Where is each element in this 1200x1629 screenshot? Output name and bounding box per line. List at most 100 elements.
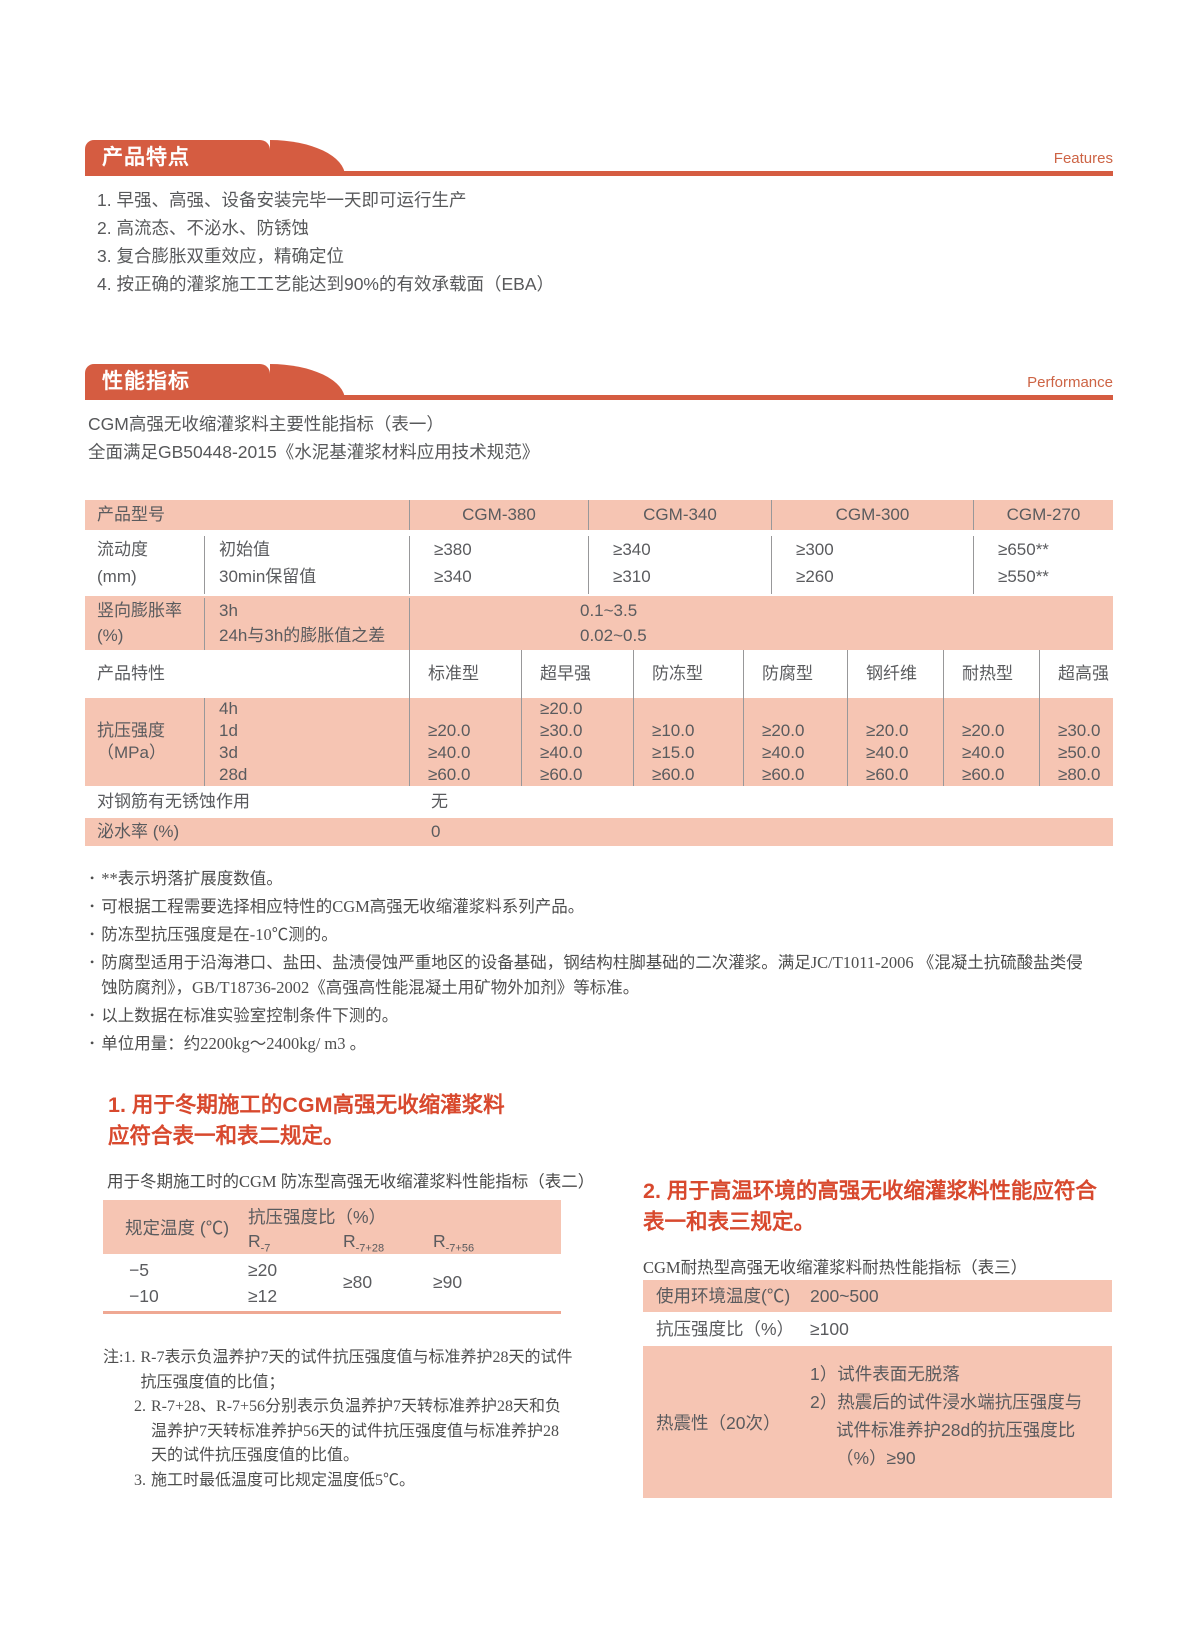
table1-strength-rows: 抗压强度 （MPa） 4h 1d 3d 28d ≥20.0 ≥40.0 ≥60.… xyxy=(85,698,1113,786)
table1-rust-row: 对钢筋有无锈蚀作用 无 xyxy=(85,788,1113,816)
feature-item: 2. 高流态、不泌水、防锈蚀 xyxy=(97,218,309,238)
winter-section-heading: 1. 用于冬期施工的CGM高强无收缩灌浆料 应符合表一和表二规定。 xyxy=(108,1090,578,1152)
strength-col-standard: ≥20.0 ≥40.0 ≥60.0 xyxy=(409,698,521,786)
strength-value: ≥40.0 xyxy=(428,743,471,762)
type-header: 超早强 xyxy=(521,650,633,698)
expansion-row-names: 3h 24h与3h的膨胀值之差 xyxy=(204,598,409,650)
hightemp-section-heading: 2. 用于高温环境的高强无收缩灌浆料性能应符合 表一和表三规定。 xyxy=(643,1176,1123,1238)
r-sub: -7 xyxy=(260,1242,271,1255)
table2-ratio-header: 抗压强度比（%） xyxy=(248,1207,387,1227)
expansion-label-text: 竖向膨胀率 xyxy=(97,601,182,620)
performance-banner-bar xyxy=(85,395,1113,400)
strength-value xyxy=(428,698,521,720)
performance-banner-tab: 性能指标 xyxy=(85,364,270,400)
fluidity-label: 流动度 (mm) xyxy=(85,536,204,594)
strength-value: ≥20.0 xyxy=(762,721,805,740)
fluidity-unit: (mm) xyxy=(97,567,137,586)
strength-age-names: 4h 1d 3d 28d xyxy=(204,698,409,786)
fluidity-values-cgm340: ≥340 ≥310 xyxy=(588,536,771,594)
table3-heat-specs: 使用环境温度(℃) 200~500 抗压强度比（%） ≥100 热震性（20次）… xyxy=(643,1280,1112,1498)
strength-value: ≥60.0 xyxy=(866,765,909,784)
strength-value: ≥60.0 xyxy=(962,765,1005,784)
table1-bleeding-row: 泌水率 (%) 0 xyxy=(85,818,1113,846)
bleeding-value: 0 xyxy=(431,822,441,841)
winter-heading-line2: 应符合表一和表二规定。 xyxy=(108,1124,345,1148)
table1-model-header: CGM-270 xyxy=(973,500,1113,530)
table2-temp-header: 规定温度 (℃) xyxy=(125,1217,230,1238)
expansion-row-name: 24h与3h的膨胀值之差 xyxy=(219,626,386,645)
strength-unit: （MPa） xyxy=(97,743,166,762)
features-banner-curve xyxy=(270,140,345,176)
table3-ratio-row: 抗压强度比（%） ≥100 xyxy=(643,1314,1112,1344)
feature-item: 4. 按正确的灌浆施工工艺能达到90%的有效承载面（EBA） xyxy=(97,274,554,294)
characteristics-label: 产品特性 xyxy=(97,664,165,683)
type-header: 超高强 xyxy=(1039,650,1113,698)
strength-value: ≥20.0 xyxy=(540,699,583,718)
strength-value: ≥40.0 xyxy=(866,743,909,762)
features-banner-tab: 产品特点 xyxy=(85,140,270,176)
expansion-value: 0.1~3.5 xyxy=(580,601,638,620)
table1-captions: CGM高强无收缩灌浆料主要性能指标（表一） 全面满足GB50448-2015《水… xyxy=(88,410,539,466)
temp-value: −5 xyxy=(129,1259,149,1280)
table3-temp-row: 使用环境温度(℃) 200~500 xyxy=(643,1280,1112,1312)
expansion-label: 竖向膨胀率 (%) xyxy=(85,598,204,650)
expansion-values: 0.1~3.5 0.02~0.5 xyxy=(409,598,1113,650)
strength-value: ≥60.0 xyxy=(540,765,583,784)
table1-header-label: 产品型号 xyxy=(97,505,165,524)
table3-caption: CGM耐热型高强无收缩灌浆料耐热性能指标（表三） xyxy=(643,1258,1028,1277)
strength-value: ≥60.0 xyxy=(428,765,471,784)
table2-header: 规定温度 (℃) 抗压强度比（%） R-7 R-7+28 R-7+56 xyxy=(103,1200,561,1255)
note-text: 可根据工程需要选择相应特性的CGM高强无收缩灌浆料系列产品。 xyxy=(101,897,585,916)
strength-value xyxy=(652,698,743,720)
expansion-value: 0.02~0.5 xyxy=(580,626,647,645)
table1-header-row: 产品型号 CGM-380 CGM-340 CGM-300 CGM-270 xyxy=(85,500,1113,530)
strength-value: ≥30.0 xyxy=(1058,721,1101,740)
strength-value: ≥15.0 xyxy=(652,743,695,762)
fluidity-values-cgm300: ≥300 ≥260 xyxy=(771,536,973,594)
strength-col-antifreeze: ≥10.0 ≥15.0 ≥60.0 xyxy=(633,698,743,786)
r-base: R xyxy=(433,1231,446,1251)
table1-caption-line2: 全面满足GB50448-2015《水泥基灌浆材料应用技术规范》 xyxy=(88,442,540,462)
r-sub: -7+28 xyxy=(355,1242,385,1255)
type-header: 防腐型 xyxy=(743,650,847,698)
bleeding-label: 泌水率 (%) xyxy=(97,822,180,841)
table2-note: 注:1. R-7表示负温养护7天的试件抗压强度值与标准养护28天的试件抗压强度值… xyxy=(103,1346,573,1395)
fluidity-row-names: 初始值 30min保留值 xyxy=(204,536,409,594)
fluidity-value: ≥340 xyxy=(613,540,651,559)
table2-body: −5 −10 ≥20 ≥12 ≥80 ≥90 xyxy=(103,1254,561,1314)
strength-value: ≥50.0 xyxy=(1058,743,1101,762)
note-prefix: 注:1. xyxy=(103,1349,136,1366)
type-header: 耐热型 xyxy=(943,650,1039,698)
features-banner: 产品特点 Features xyxy=(85,140,1113,176)
features-banner-en-label: Features xyxy=(1053,150,1113,167)
expansion-unit: (%) xyxy=(97,626,124,645)
table3-thermal-shock-label: 热震性（20次） xyxy=(656,1412,781,1433)
strength-label: 抗压强度 （MPa） xyxy=(85,698,204,786)
table2-r7-28-value: ≥80 xyxy=(343,1272,373,1292)
table1-caption-line1: CGM高强无收缩灌浆料主要性能指标（表一） xyxy=(88,414,444,434)
thermal-shock-line: 1）试件表面无脱落 xyxy=(810,1364,960,1384)
r7-value: ≥20 xyxy=(248,1259,278,1280)
performance-banner: 性能指标 Performance xyxy=(85,364,1113,400)
table2-note: 2. R-7+28、R-7+56分别表示负温养护7天转标准养护28天和负温养护7… xyxy=(103,1395,573,1469)
fluidity-row-name: 30min保留值 xyxy=(219,567,317,586)
strength-value: ≥40.0 xyxy=(762,743,805,762)
feature-item: 1. 早强、高强、设备安装完毕一天即可运行生产 xyxy=(97,190,467,210)
type-header: 钢纤维 xyxy=(847,650,943,698)
strength-value: ≥20.0 xyxy=(866,721,909,740)
note-text: 单位用量：约2200kg～2400kg/ m3 。 xyxy=(101,1034,367,1053)
note-prefix: 2. xyxy=(134,1398,146,1415)
strength-age: 3d xyxy=(219,743,238,762)
note-text: 防冻型抗压强度是在-10℃测的。 xyxy=(101,925,338,944)
table2-notes: 注:1. R-7表示负温养护7天的试件抗压强度值与标准养护28天的试件抗压强度值… xyxy=(103,1346,573,1493)
table2-subheader-r7-28: R-7+28 xyxy=(343,1229,433,1255)
strength-label-text: 抗压强度 xyxy=(97,721,165,740)
strength-value: ≥20.0 xyxy=(962,721,1005,740)
strength-age: 1d xyxy=(219,721,238,740)
strength-value: ≥30.0 xyxy=(540,721,583,740)
table2-temp-values: −5 −10 xyxy=(103,1254,248,1311)
fluidity-row-name: 初始值 xyxy=(219,540,270,559)
fluidity-values-cgm380: ≥380 ≥340 xyxy=(409,536,588,594)
fluidity-value: ≥550** xyxy=(998,567,1049,586)
